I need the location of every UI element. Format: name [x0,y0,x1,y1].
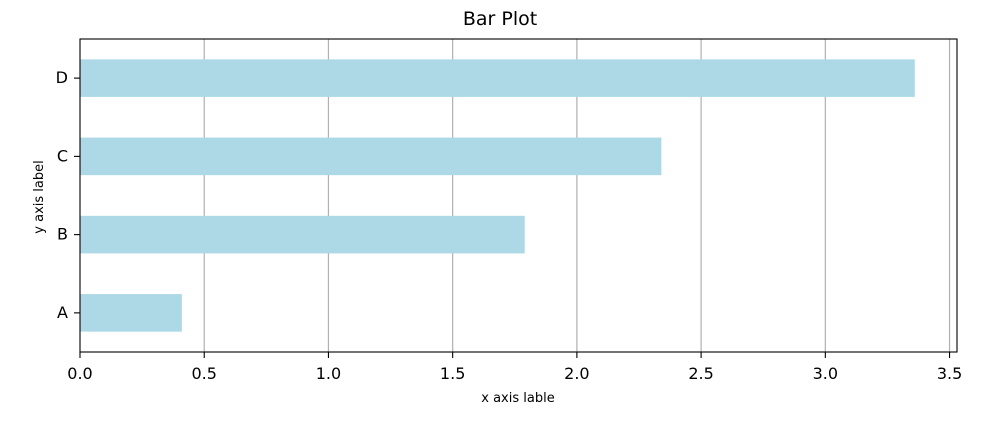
x-tick-label: 2.0 [564,364,589,383]
x-tick-label: 3.0 [813,364,838,383]
x-tick-label: 1.5 [440,364,465,383]
bars [80,59,915,332]
chart-title: Bar Plot [463,8,537,30]
y-axis-ticks: A B C D [56,68,80,322]
y-axis-label: y axis label [32,160,47,233]
y-tick-label: C [57,146,68,165]
y-tick-label: D [56,68,68,87]
bar-b [80,215,525,254]
x-tick-label: 3.5 [937,364,962,383]
x-tick-label: 1.0 [316,364,341,383]
plot-frame [79,38,958,353]
bar-a [80,294,182,332]
bar-c [80,137,662,176]
bar-d [80,59,915,97]
y-tick-label: B [57,225,68,244]
y-tick-label: A [57,303,68,322]
x-axis-label: x axis lable [481,391,554,406]
x-tick-label: 0.5 [191,364,216,383]
x-tick-label: 2.5 [688,364,713,383]
x-axis-ticks: 0.0 0.5 1.0 1.5 2.0 2.5 3.0 3.5 [67,352,962,383]
x-tick-label: 0.0 [67,364,92,383]
